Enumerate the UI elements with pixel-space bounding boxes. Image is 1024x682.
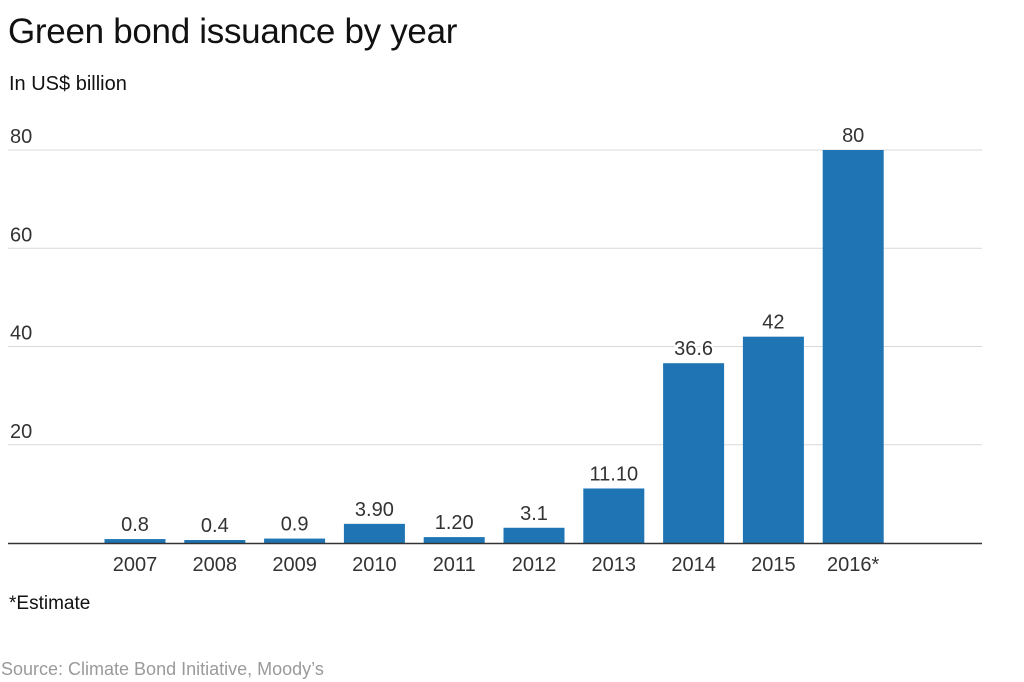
data-label: 0.9 — [281, 514, 309, 536]
x-tick-label: 2016* — [827, 554, 879, 576]
y-tick-label: 60 — [10, 224, 32, 246]
y-tick-label: 40 — [10, 323, 32, 345]
y-axis-ticks: 20 40 60 80 — [10, 126, 32, 443]
gridlines — [8, 149, 982, 446]
bar-2008 — [184, 540, 246, 543]
y-tick-label: 80 — [10, 126, 32, 148]
x-tick-label: 2012 — [512, 554, 557, 576]
data-label: 0.8 — [121, 514, 149, 536]
x-tick-label: 2014 — [671, 554, 716, 576]
x-tick-label: 2010 — [352, 554, 397, 576]
x-tick-label: 2011 — [433, 554, 476, 576]
data-label: 80 — [842, 125, 864, 147]
bar-2014 — [663, 363, 725, 543]
data-label: 11.10 — [590, 463, 639, 485]
x-tick-label: 2015 — [751, 554, 796, 576]
bar-2015 — [742, 336, 804, 543]
bar-2016 — [822, 150, 884, 543]
chart-title: Green bond issuance by year — [8, 12, 458, 51]
bar-2013 — [583, 488, 645, 543]
chart-subtitle: In US$ billion — [9, 73, 127, 95]
data-label: 3.90 — [355, 499, 394, 521]
data-label: 3.1 — [520, 503, 548, 525]
x-tick-label: 2013 — [592, 554, 637, 576]
data-label: 1.20 — [435, 512, 474, 534]
footnote: *Estimate — [9, 593, 91, 614]
data-label: 36.6 — [674, 338, 713, 360]
bar-2011 — [423, 537, 485, 543]
data-labels: 0.8 0.4 0.9 3.90 1.20 3.1 11.10 36.6 42 80 — [119, 123, 866, 539]
x-tick-label: 2008 — [193, 554, 238, 576]
bars — [104, 150, 884, 543]
x-tick-label: 2009 — [272, 554, 317, 576]
x-axis-ticks: 2007 2008 2009 2010 2011 2012 2013 2014 2015 2016… — [113, 554, 880, 576]
bar-chart: 20 40 60 80 0.8 0.4 0.9 3.90 1.20 3.1 11.10 36.6 42… — [8, 123, 982, 576]
source-note: Source: Climate Bond Initiative, Moody’s — [1, 659, 324, 679]
data-label: 0.4 — [201, 515, 229, 537]
y-tick-label: 20 — [10, 421, 32, 443]
bar-2010 — [343, 523, 405, 543]
x-tick-label: 2007 — [113, 554, 158, 576]
bar-2012 — [503, 527, 565, 543]
bar-2007 — [104, 539, 166, 543]
data-label: 42 — [762, 312, 784, 334]
bar-2009 — [264, 538, 326, 543]
